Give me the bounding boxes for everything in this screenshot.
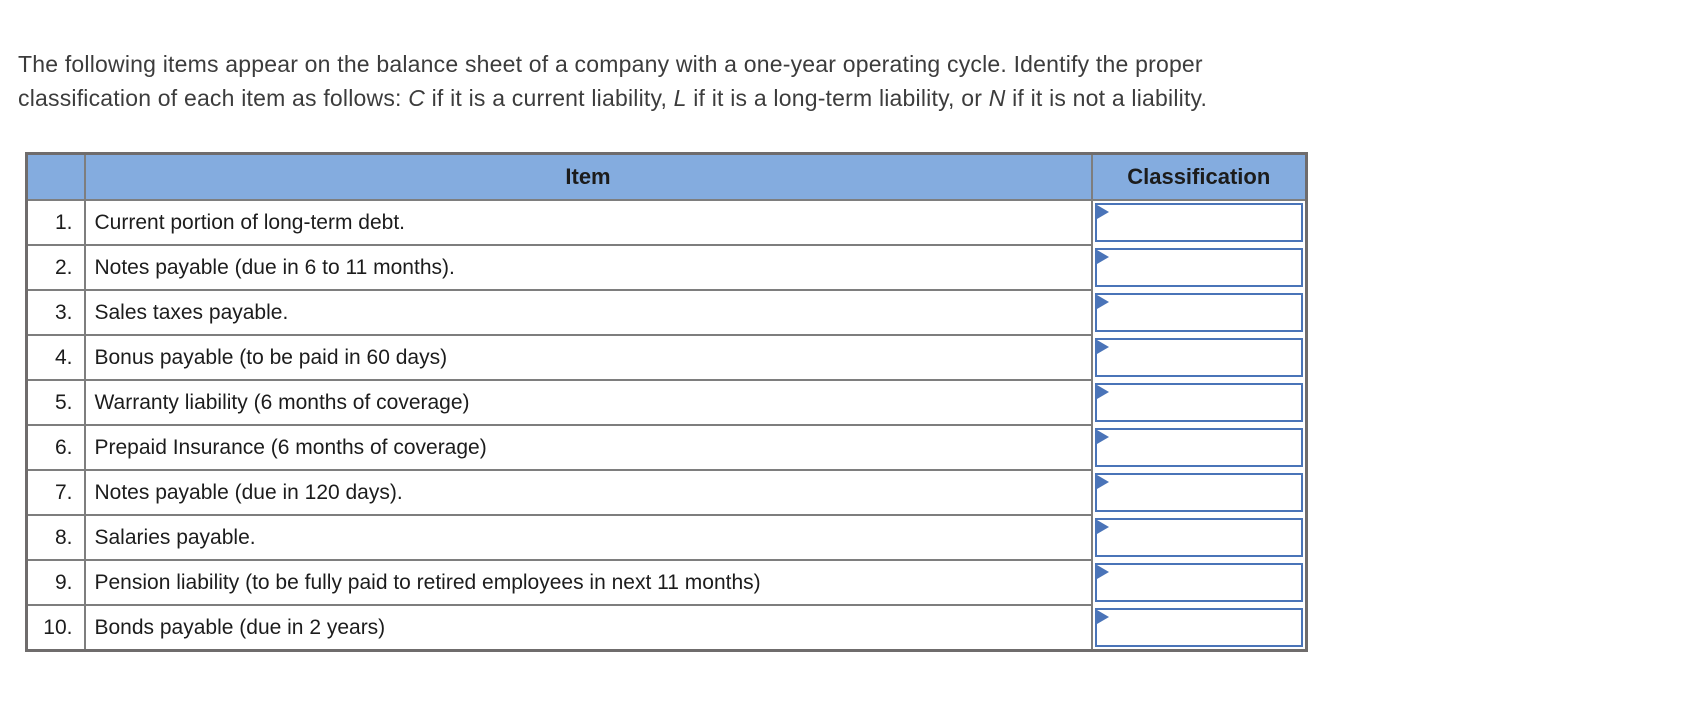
row-number: 6. <box>25 424 86 471</box>
column-header-blank <box>25 152 86 201</box>
classification-cell <box>1090 514 1308 561</box>
table-row: 10. Bonds payable (due in 2 years) <box>25 604 1308 652</box>
item-label: Prepaid Insurance (6 months of coverage) <box>83 424 1093 471</box>
table-row: 3. Sales taxes payable. <box>25 289 1308 336</box>
row-number: 2. <box>25 244 86 291</box>
classification-input-box[interactable] <box>1094 383 1303 422</box>
row-number: 10. <box>25 604 86 652</box>
row-number: 1. <box>25 199 86 246</box>
row-number: 9. <box>25 559 86 606</box>
classification-input[interactable] <box>1096 205 1301 240</box>
classification-code-n: N <box>988 85 1006 111</box>
instruction-line2-seg1: classification of each item as follows: <box>18 85 409 111</box>
classification-table-container: Item Classification 1. Current portion o… <box>25 152 1308 652</box>
table-row: 4. Bonus payable (to be paid in 60 days) <box>25 334 1308 381</box>
classification-input-box[interactable] <box>1094 428 1303 467</box>
classification-input[interactable] <box>1096 430 1301 465</box>
table-header: Item Classification <box>25 152 1308 201</box>
classification-cell <box>1090 199 1308 246</box>
column-header-item: Item <box>83 152 1093 201</box>
instruction-line2-seg4: if it is not a liability. <box>1005 85 1208 111</box>
classification-code-l: L <box>673 85 687 111</box>
classification-cell <box>1090 469 1308 516</box>
item-label: Notes payable (due in 120 days). <box>83 469 1093 516</box>
classification-input[interactable] <box>1096 610 1301 645</box>
classification-input-box[interactable] <box>1094 518 1303 557</box>
classification-input-box[interactable] <box>1094 203 1303 242</box>
header-row: Item Classification <box>25 152 1308 201</box>
classification-input[interactable] <box>1096 520 1301 555</box>
table-row: 5. Warranty liability (6 months of cover… <box>25 379 1308 426</box>
classification-input-box[interactable] <box>1094 473 1303 512</box>
table-row: 6. Prepaid Insurance (6 months of covera… <box>25 424 1308 471</box>
instruction-line2-seg3: if it is a long-term liability, or <box>686 85 989 111</box>
classification-input[interactable] <box>1096 340 1301 375</box>
item-label: Bonus payable (to be paid in 60 days) <box>83 334 1093 381</box>
classification-input[interactable] <box>1096 385 1301 420</box>
row-number: 4. <box>25 334 86 381</box>
table-row: 9. Pension liability (to be fully paid t… <box>25 559 1308 606</box>
classification-input[interactable] <box>1096 250 1301 285</box>
classification-cell <box>1090 559 1308 606</box>
column-header-classification: Classification <box>1090 152 1308 201</box>
classification-table: Item Classification 1. Current portion o… <box>25 152 1308 652</box>
classification-cell <box>1090 334 1308 381</box>
row-number: 7. <box>25 469 86 516</box>
instruction-line1: The following items appear on the balanc… <box>18 51 1203 77</box>
table-row: 1. Current portion of long-term debt. <box>25 199 1308 246</box>
row-number: 8. <box>25 514 86 561</box>
classification-cell <box>1090 289 1308 336</box>
items-table-body: 1. Current portion of long-term debt. 2.… <box>25 199 1308 652</box>
table-row: 8. Salaries payable. <box>25 514 1308 561</box>
row-number: 3. <box>25 289 86 336</box>
instruction-line2-seg2: if it is a current liability, <box>425 85 674 111</box>
classification-input-box[interactable] <box>1094 608 1303 647</box>
table-row: 2. Notes payable (due in 6 to 11 months)… <box>25 244 1308 291</box>
classification-input-box[interactable] <box>1094 563 1303 602</box>
item-label: Bonds payable (due in 2 years) <box>83 604 1093 652</box>
row-number: 5. <box>25 379 86 426</box>
instruction-text: The following items appear on the balanc… <box>18 47 1688 115</box>
table-row: 7. Notes payable (due in 120 days). <box>25 469 1308 516</box>
item-label: Warranty liability (6 months of coverage… <box>83 379 1093 426</box>
classification-input[interactable] <box>1096 295 1301 330</box>
classification-cell <box>1090 379 1308 426</box>
item-label: Notes payable (due in 6 to 11 months). <box>83 244 1093 291</box>
classification-input-box[interactable] <box>1094 248 1303 287</box>
item-label: Current portion of long-term debt. <box>83 199 1093 246</box>
classification-input-box[interactable] <box>1094 293 1303 332</box>
classification-input-box[interactable] <box>1094 338 1303 377</box>
classification-input[interactable] <box>1096 565 1301 600</box>
classification-code-c: C <box>408 85 426 111</box>
item-label: Pension liability (to be fully paid to r… <box>83 559 1093 606</box>
classification-cell <box>1090 244 1308 291</box>
classification-cell <box>1090 604 1308 652</box>
classification-input[interactable] <box>1096 475 1301 510</box>
classification-cell <box>1090 424 1308 471</box>
item-label: Salaries payable. <box>83 514 1093 561</box>
item-label: Sales taxes payable. <box>83 289 1093 336</box>
